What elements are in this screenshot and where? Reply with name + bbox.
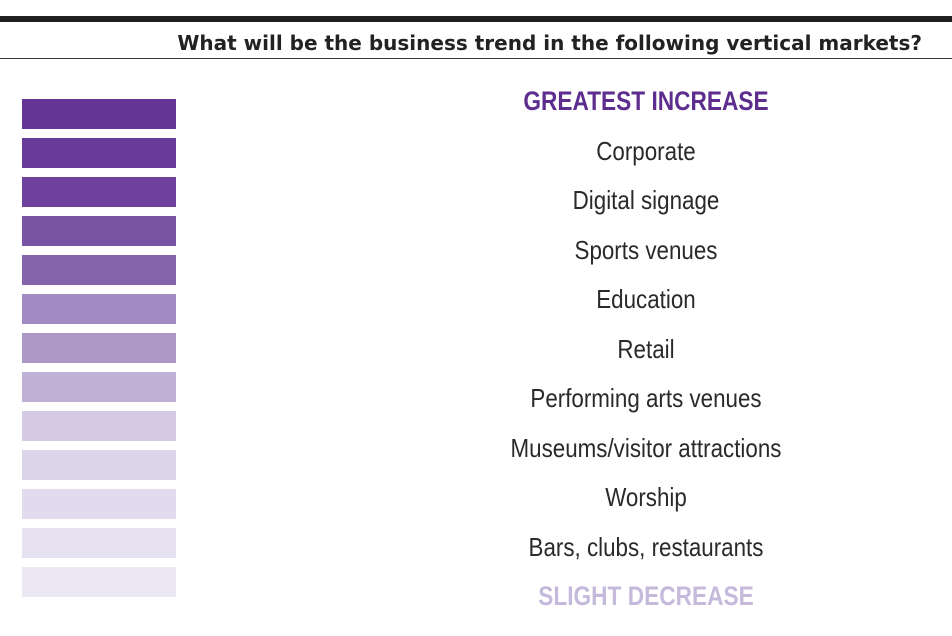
- category-label: Bars, clubs, restaurants: [528, 531, 764, 562]
- scale-bottom-label: SLIGHT DECREASE: [538, 581, 754, 611]
- category-label: Performing arts venues: [530, 383, 762, 413]
- scale-swatch: [22, 294, 176, 324]
- ranking-list: GREATEST INCREASE Corporate Digital signa…: [400, 83, 892, 628]
- scale-top-label: GREATEST INCREASE: [523, 86, 769, 116]
- category-label: Digital signage: [572, 185, 720, 215]
- scale-swatch: [22, 99, 176, 129]
- category-label: Retail: [617, 333, 675, 364]
- scale-swatch: [22, 333, 176, 363]
- color-scale: [22, 99, 176, 606]
- title-rule: [0, 58, 952, 59]
- scale-swatch: [22, 216, 176, 246]
- scale-swatch: [22, 177, 176, 207]
- chart-title: What will be the business trend in the f…: [177, 31, 922, 55]
- scale-swatch: [22, 255, 176, 285]
- category-label: Corporate: [596, 135, 696, 166]
- category-label: Museums/visitor attractions: [510, 432, 782, 463]
- top-rule: [0, 16, 952, 22]
- scale-swatch: [22, 489, 176, 519]
- category-label: Sports venues: [574, 234, 718, 265]
- category-label: Worship: [605, 482, 687, 512]
- scale-swatch: [22, 450, 176, 480]
- scale-swatch: [22, 528, 176, 558]
- category-label: Education: [596, 284, 696, 314]
- scale-swatch: [22, 138, 176, 168]
- scale-swatch: [22, 372, 176, 402]
- scale-swatch: [22, 567, 176, 597]
- scale-swatch: [22, 411, 176, 441]
